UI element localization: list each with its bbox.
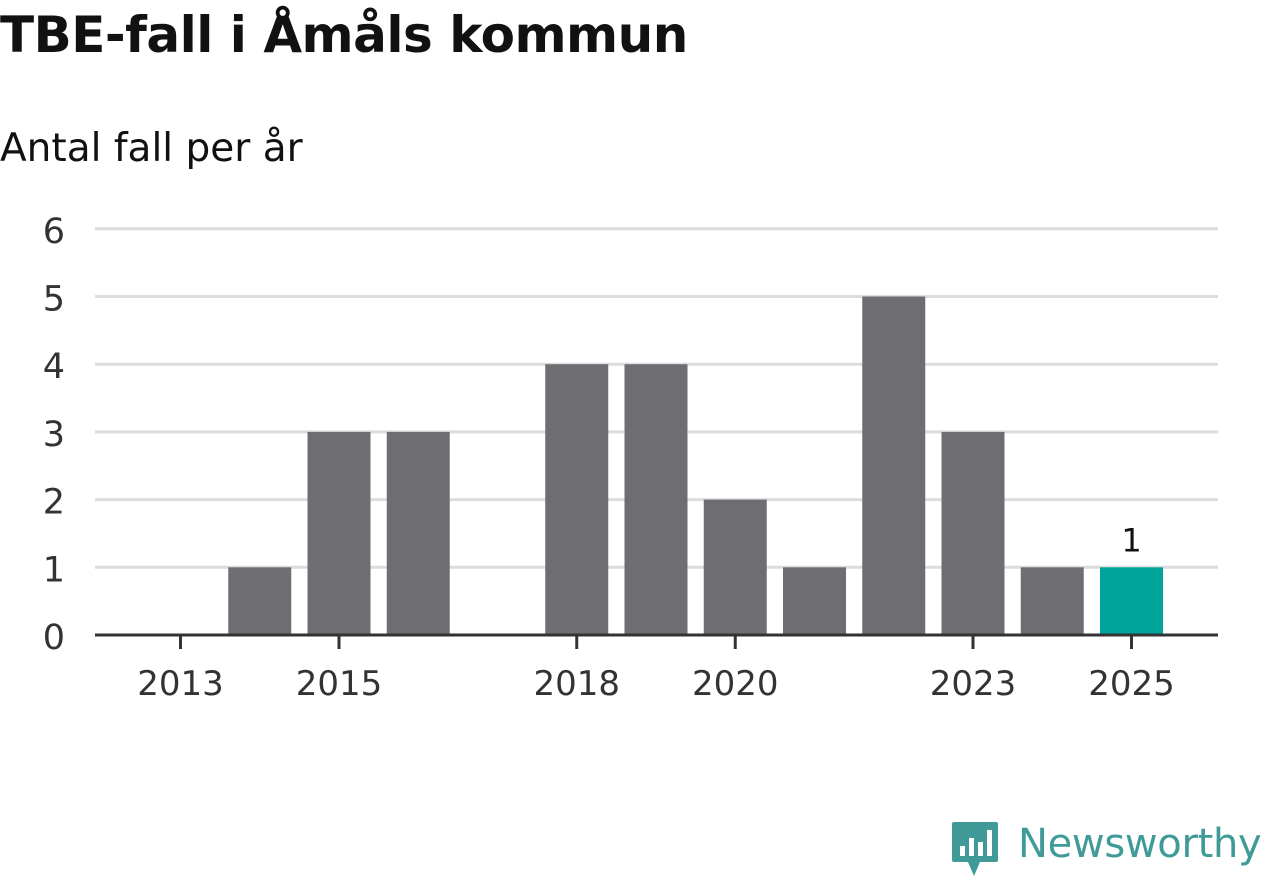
brand-name: Newsworthy (1018, 821, 1262, 867)
x-tick-label: 2020 (692, 664, 779, 704)
y-tick-label: 1 (43, 550, 65, 590)
data-label: 1 (1121, 521, 1141, 559)
bar (307, 431, 371, 635)
bar (228, 567, 292, 635)
y-tick-label: 6 (43, 212, 65, 252)
x-tick-label: 2023 (930, 664, 1017, 704)
y-tick-label: 5 (43, 280, 65, 320)
y-tick-label: 4 (43, 347, 65, 387)
x-tick-label: 2025 (1088, 664, 1175, 704)
y-tick-label: 0 (43, 618, 65, 658)
y-tick-label: 2 (43, 483, 65, 523)
newsworthy-logo: Newsworthy (950, 820, 1262, 880)
x-tick-label: 2013 (137, 664, 224, 704)
bar (624, 364, 688, 635)
bar (1020, 567, 1084, 635)
y-tick-label: 3 (43, 415, 65, 455)
x-tick-label: 2018 (533, 664, 620, 704)
chart-subtitle: Antal fall per år (0, 126, 303, 171)
bar (703, 499, 767, 635)
bar (1100, 567, 1163, 635)
bar (783, 567, 846, 635)
x-tick-label: 2015 (296, 664, 383, 704)
bar-chart-speech-bubble-icon (952, 822, 998, 876)
bar (545, 364, 609, 635)
bar (862, 296, 926, 635)
bar (941, 431, 1005, 635)
bar (386, 431, 450, 635)
chart-title: TBE-fall i Åmåls kommun (0, 6, 688, 64)
